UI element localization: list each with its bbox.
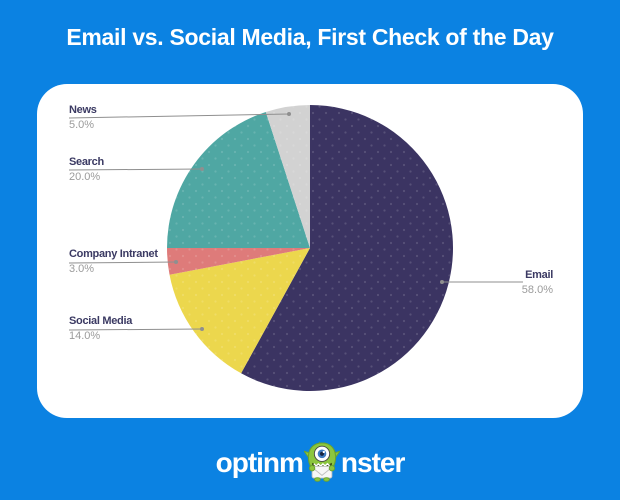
callout-dot-search xyxy=(200,167,204,171)
callout-lines xyxy=(68,112,523,331)
pie-chart xyxy=(68,105,523,391)
chart-title: Email vs. Social Media, First Check of t… xyxy=(66,24,554,50)
chart-card: Email 58.0% Social Media 14.0% Company Intra… xyxy=(37,84,583,418)
logo-text-after: nster xyxy=(340,447,405,478)
callout-line-news xyxy=(68,113,290,119)
callout-dot-email xyxy=(440,280,444,284)
optinmonster-logo: optinm nste xyxy=(0,440,620,486)
callout-dot-social-media xyxy=(200,327,204,331)
monster-mascot-icon xyxy=(303,441,340,482)
pie-dots-texture xyxy=(167,105,453,391)
logo-text-before: optinm xyxy=(215,447,304,478)
callout-dot-news xyxy=(287,112,291,116)
callout-line-company-intranet xyxy=(68,261,177,264)
callout-line-search xyxy=(68,168,203,171)
callout-dot-company-intranet xyxy=(174,260,178,264)
callout-line-social-media xyxy=(68,328,203,331)
